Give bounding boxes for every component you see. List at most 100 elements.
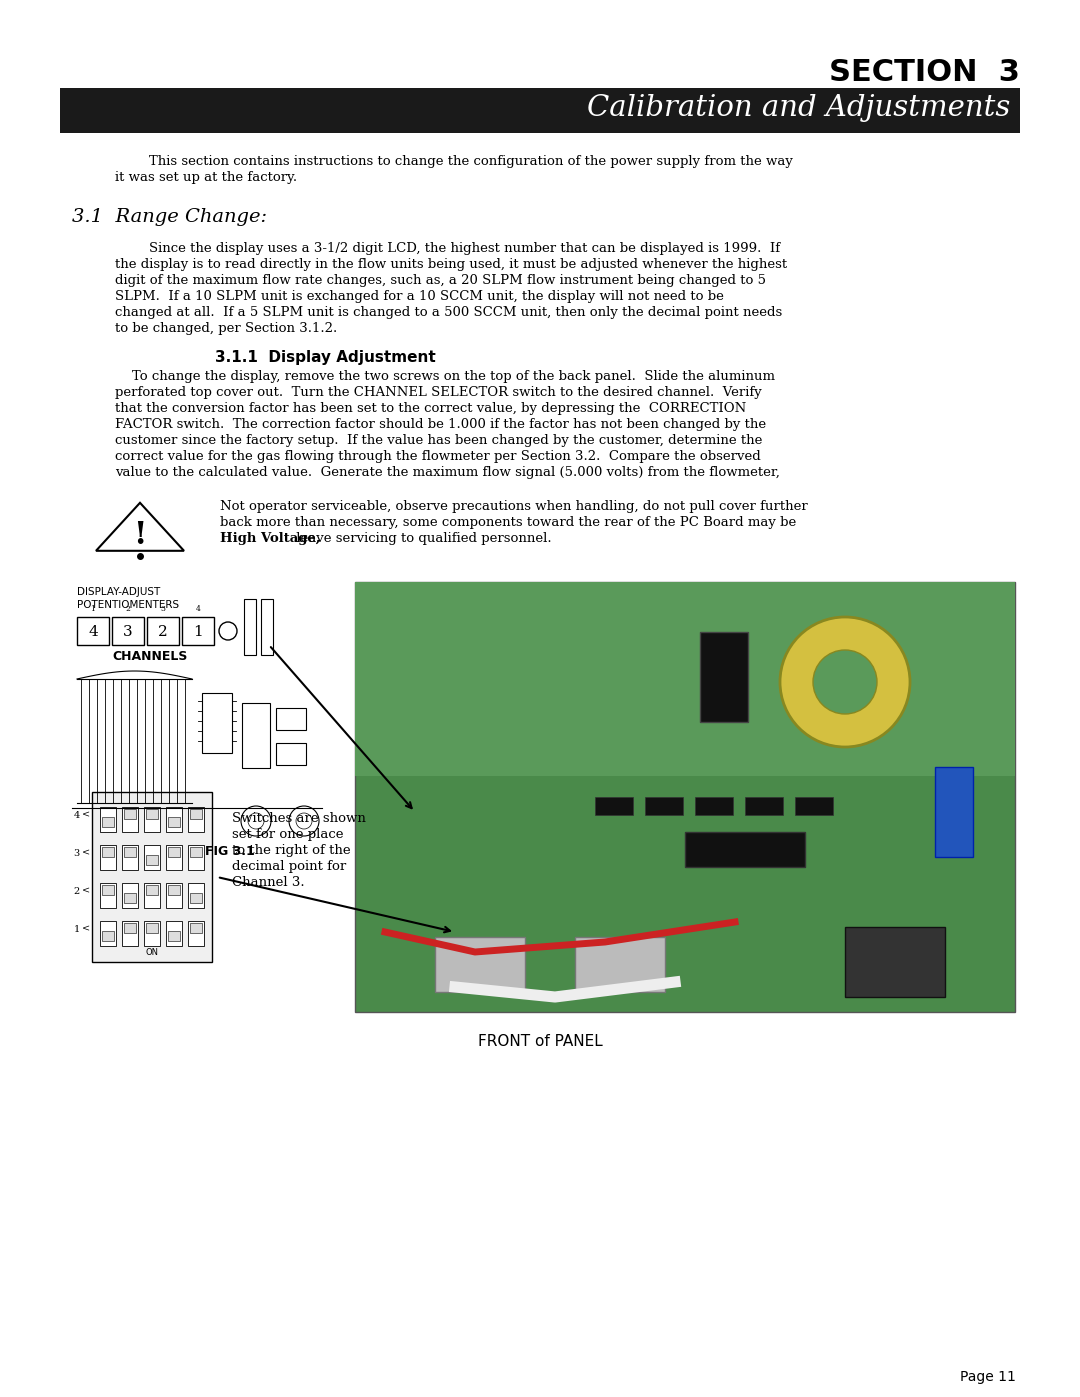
Text: Channel 3.: Channel 3. <box>232 876 305 888</box>
Bar <box>645 798 683 814</box>
Bar <box>102 847 114 856</box>
Bar <box>575 937 665 992</box>
Circle shape <box>248 813 264 828</box>
Text: set for one place: set for one place <box>232 828 343 841</box>
Text: This section contains instructions to change the configuration of the power supp: This section contains instructions to ch… <box>114 155 793 168</box>
Bar <box>795 798 833 814</box>
Text: POTENTIOMENTERS: POTENTIOMENTERS <box>77 599 179 610</box>
Bar <box>144 807 160 833</box>
Text: Not operator serviceable, observe precautions when handling, do not pull cover f: Not operator serviceable, observe precau… <box>220 500 808 513</box>
Bar <box>124 809 136 819</box>
Text: 4: 4 <box>73 810 80 820</box>
Text: decimal point for: decimal point for <box>232 861 347 873</box>
Text: <: < <box>82 887 90 895</box>
Bar <box>166 883 183 908</box>
Bar <box>122 883 138 908</box>
Bar <box>146 809 158 819</box>
Bar <box>190 847 202 856</box>
Text: <: < <box>82 925 90 933</box>
Bar <box>166 807 183 833</box>
Text: CHANNELS: CHANNELS <box>112 650 187 664</box>
Bar <box>190 923 202 933</box>
Bar <box>144 845 160 870</box>
Text: 3: 3 <box>73 848 80 858</box>
Bar <box>146 855 158 865</box>
Bar <box>100 921 116 946</box>
Text: 1: 1 <box>193 624 203 638</box>
Text: back more than necessary, some components toward the rear of the PC Board may be: back more than necessary, some component… <box>220 515 796 529</box>
Bar <box>100 807 116 833</box>
Bar <box>355 583 1015 775</box>
Bar <box>166 921 183 946</box>
Text: SECTION  3: SECTION 3 <box>829 59 1020 87</box>
Bar <box>595 798 633 814</box>
Bar <box>92 792 212 963</box>
Bar <box>168 886 180 895</box>
Circle shape <box>219 622 237 640</box>
Bar <box>102 886 114 895</box>
Text: it was set up at the factory.: it was set up at the factory. <box>114 170 297 184</box>
Bar <box>100 845 116 870</box>
Circle shape <box>289 806 319 835</box>
Bar <box>60 88 1020 133</box>
Bar <box>188 807 204 833</box>
Text: leave servicing to qualified personnel.: leave servicing to qualified personnel. <box>292 532 552 545</box>
Text: the display is to read directly in the flow units being used, it must be adjuste: the display is to read directly in the f… <box>114 258 787 271</box>
Bar <box>77 617 109 645</box>
Bar <box>435 937 525 992</box>
Bar <box>276 743 306 766</box>
Bar <box>100 883 116 908</box>
Circle shape <box>813 650 877 714</box>
Polygon shape <box>96 503 184 550</box>
Text: 1: 1 <box>91 605 95 613</box>
Text: Page 11: Page 11 <box>960 1370 1016 1384</box>
Bar <box>242 703 270 768</box>
Bar <box>355 583 1015 1011</box>
Bar <box>166 845 183 870</box>
Bar <box>696 798 733 814</box>
Bar <box>146 923 158 933</box>
Text: 4: 4 <box>89 624 98 638</box>
Bar <box>190 893 202 902</box>
Text: Switches are shown: Switches are shown <box>232 812 366 826</box>
Bar <box>188 883 204 908</box>
Text: that the conversion factor has been set to the correct value, by depressing the : that the conversion factor has been set … <box>114 402 746 415</box>
Bar <box>144 883 160 908</box>
Text: 3: 3 <box>123 624 133 638</box>
Bar <box>144 921 160 946</box>
Bar <box>122 807 138 833</box>
Bar <box>188 921 204 946</box>
Bar <box>146 886 158 895</box>
Bar <box>685 833 805 868</box>
Circle shape <box>296 813 312 828</box>
Text: changed at all.  If a 5 SLPM unit is changed to a 500 SCCM unit, then only the d: changed at all. If a 5 SLPM unit is chan… <box>114 306 782 319</box>
Text: customer since the factory setup.  If the value has been changed by the customer: customer since the factory setup. If the… <box>114 434 762 447</box>
Bar <box>190 809 202 819</box>
Bar <box>845 928 945 997</box>
Circle shape <box>780 617 910 747</box>
Bar <box>168 847 180 856</box>
Bar <box>168 817 180 827</box>
Bar <box>122 921 138 946</box>
Bar <box>122 845 138 870</box>
Bar <box>147 617 179 645</box>
Text: To change the display, remove the two screws on the top of the back panel.  Slid: To change the display, remove the two sc… <box>114 370 775 383</box>
Text: to the right of the: to the right of the <box>232 844 351 856</box>
Bar <box>745 798 783 814</box>
Text: 3.1  Range Change:: 3.1 Range Change: <box>72 208 267 226</box>
Text: FRONT of PANEL: FRONT of PANEL <box>477 1034 603 1049</box>
Bar <box>202 693 232 753</box>
Text: correct value for the gas flowing through the flowmeter per Section 3.2.  Compar: correct value for the gas flowing throug… <box>114 450 760 462</box>
Text: DISPLAY-ADJUST: DISPLAY-ADJUST <box>77 587 160 597</box>
Bar <box>124 847 136 856</box>
Text: perforated top cover out.  Turn the CHANNEL SELECTOR switch to the desired chann: perforated top cover out. Turn the CHANN… <box>114 386 761 400</box>
Text: digit of the maximum flow rate changes, such as, a 20 SLPM flow instrument being: digit of the maximum flow rate changes, … <box>114 274 766 286</box>
Bar <box>102 817 114 827</box>
Bar <box>183 617 214 645</box>
Bar <box>276 708 306 731</box>
Text: SLPM.  If a 10 SLPM unit is exchanged for a 10 SCCM unit, the display will not n: SLPM. If a 10 SLPM unit is exchanged for… <box>114 291 724 303</box>
Text: value to the calculated value.  Generate the maximum flow signal (5.000 volts) f: value to the calculated value. Generate … <box>114 467 780 479</box>
Text: FACTOR switch.  The correction factor should be 1.000 if the factor has not been: FACTOR switch. The correction factor sho… <box>114 418 766 432</box>
Text: 2: 2 <box>125 605 131 613</box>
Bar <box>188 845 204 870</box>
